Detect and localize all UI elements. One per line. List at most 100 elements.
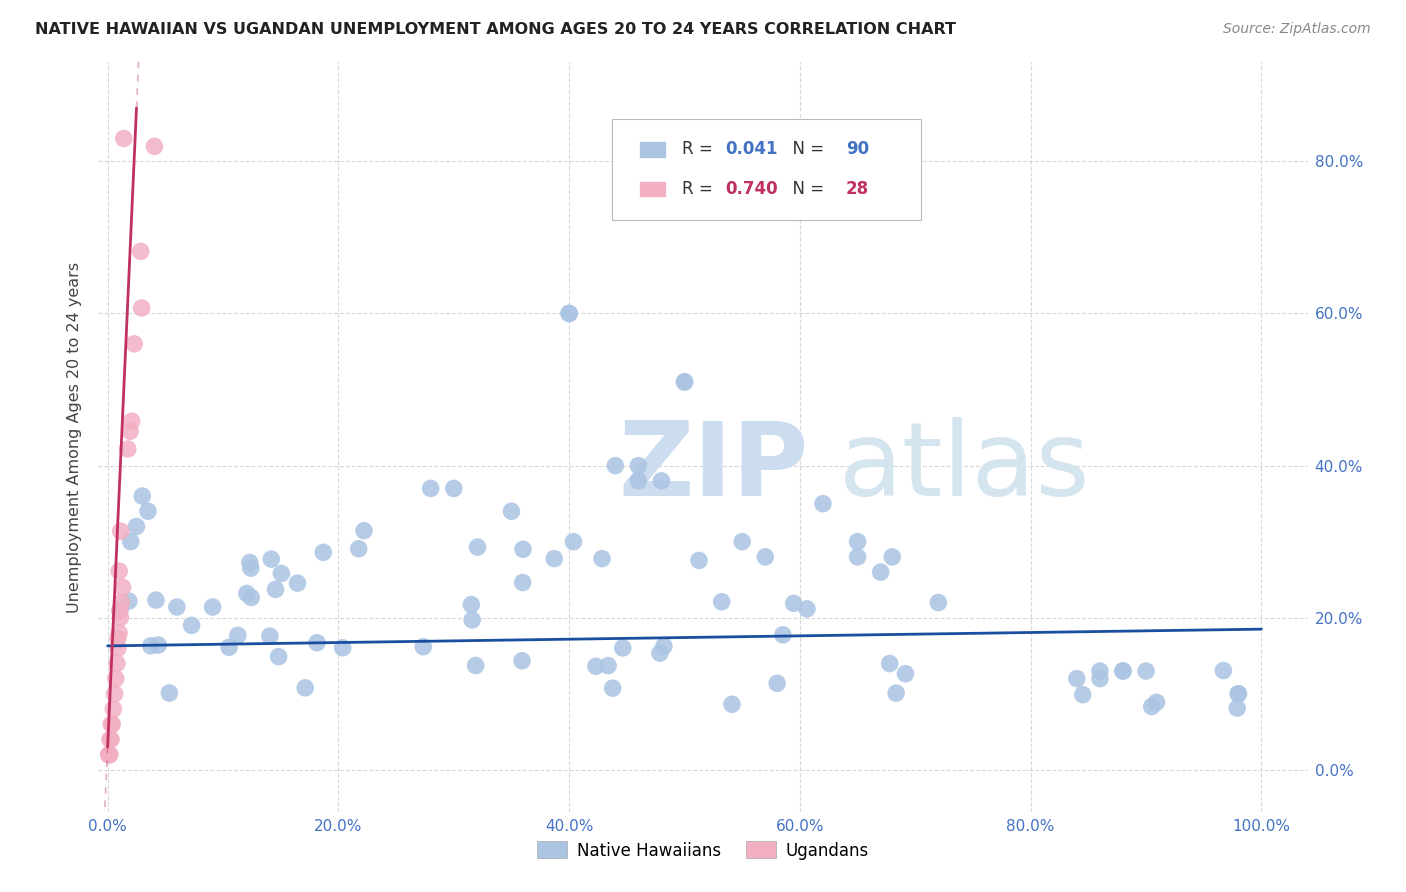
- Point: [927, 595, 949, 609]
- Point: [129, 244, 152, 259]
- Point: [104, 672, 127, 686]
- Point: [103, 702, 125, 716]
- Text: 0.041: 0.041: [724, 140, 778, 159]
- Text: N =: N =: [782, 180, 830, 198]
- Point: [501, 504, 523, 518]
- FancyBboxPatch shape: [638, 181, 665, 197]
- Point: [260, 552, 283, 566]
- Point: [602, 681, 624, 695]
- Point: [125, 519, 148, 533]
- Point: [122, 337, 145, 351]
- Point: [201, 600, 224, 615]
- Point: [270, 566, 292, 581]
- Point: [305, 636, 328, 650]
- Point: [783, 596, 806, 610]
- Point: [108, 564, 131, 578]
- Text: NATIVE HAWAIIAN VS UGANDAN UNEMPLOYMENT AMONG AGES 20 TO 24 YEARS CORRELATION CH: NATIVE HAWAIIAN VS UGANDAN UNEMPLOYMENT …: [35, 22, 956, 37]
- Point: [145, 593, 167, 607]
- Y-axis label: Unemployment Among Ages 20 to 24 years: Unemployment Among Ages 20 to 24 years: [67, 261, 83, 613]
- Point: [1088, 664, 1111, 678]
- Point: [236, 586, 259, 600]
- FancyBboxPatch shape: [613, 119, 921, 219]
- Point: [110, 595, 132, 609]
- Point: [882, 549, 904, 564]
- Point: [353, 524, 375, 538]
- Point: [312, 545, 335, 559]
- Point: [118, 594, 141, 608]
- Point: [1071, 688, 1094, 702]
- Point: [467, 540, 489, 554]
- Point: [721, 698, 744, 712]
- Point: [627, 458, 650, 473]
- Point: [108, 604, 131, 618]
- Point: [1140, 699, 1163, 714]
- Point: [117, 442, 139, 456]
- Point: [120, 424, 142, 438]
- Point: [100, 732, 122, 747]
- Point: [107, 632, 129, 646]
- Point: [166, 600, 188, 615]
- Point: [1226, 701, 1249, 715]
- Point: [796, 602, 818, 616]
- Text: Source: ZipAtlas.com: Source: ZipAtlas.com: [1223, 22, 1371, 37]
- Point: [101, 717, 124, 731]
- Point: [97, 747, 120, 762]
- Point: [347, 541, 370, 556]
- Point: [107, 641, 129, 656]
- Point: [287, 576, 309, 591]
- Point: [103, 687, 125, 701]
- Point: [131, 301, 153, 315]
- Point: [688, 553, 710, 567]
- Point: [131, 489, 153, 503]
- Point: [562, 534, 585, 549]
- Point: [879, 657, 901, 671]
- Point: [869, 565, 891, 579]
- Text: R =: R =: [682, 180, 718, 198]
- Point: [112, 131, 135, 145]
- Point: [108, 626, 131, 640]
- Point: [264, 582, 287, 597]
- Point: [512, 542, 534, 557]
- Point: [648, 646, 671, 660]
- Point: [419, 482, 441, 496]
- Point: [218, 640, 240, 655]
- Point: [110, 611, 132, 625]
- Point: [1227, 687, 1250, 701]
- Point: [558, 306, 581, 320]
- Point: [259, 629, 281, 643]
- Point: [558, 306, 581, 320]
- Point: [121, 414, 143, 428]
- Point: [111, 580, 134, 594]
- Point: [294, 681, 316, 695]
- Point: [731, 534, 754, 549]
- Text: N =: N =: [782, 140, 830, 159]
- Point: [239, 556, 262, 570]
- Point: [100, 717, 122, 731]
- Point: [143, 139, 166, 153]
- Point: [1112, 664, 1135, 678]
- Text: 90: 90: [845, 140, 869, 159]
- Point: [1112, 664, 1135, 678]
- Point: [605, 458, 627, 473]
- Point: [139, 639, 162, 653]
- Point: [180, 618, 202, 632]
- Point: [98, 732, 121, 747]
- Point: [412, 640, 434, 654]
- Point: [650, 474, 672, 488]
- Point: [673, 375, 696, 389]
- Point: [811, 497, 834, 511]
- Point: [239, 561, 262, 575]
- Point: [884, 686, 907, 700]
- Text: 28: 28: [845, 180, 869, 198]
- Point: [754, 549, 776, 564]
- Point: [332, 640, 354, 655]
- Point: [1227, 687, 1250, 701]
- Text: R =: R =: [682, 140, 718, 159]
- Point: [464, 658, 486, 673]
- Point: [120, 534, 142, 549]
- Point: [110, 524, 132, 539]
- Point: [846, 534, 869, 549]
- Point: [894, 666, 917, 681]
- Point: [612, 640, 634, 655]
- Point: [267, 649, 290, 664]
